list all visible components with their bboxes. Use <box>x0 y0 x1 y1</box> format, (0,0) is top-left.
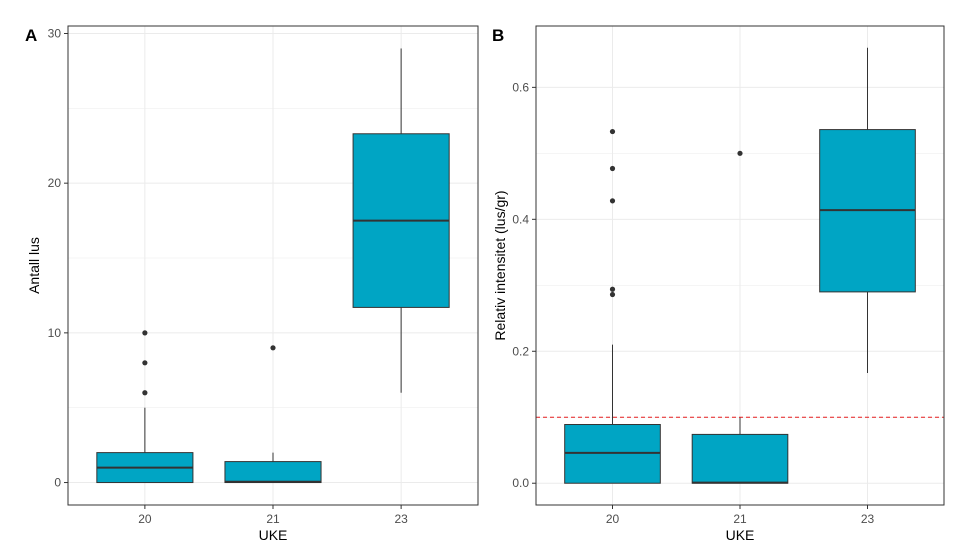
x-tick-label: 23 <box>394 512 408 526</box>
outlier-point <box>609 128 616 135</box>
box-iqr <box>224 461 322 484</box>
box-21 <box>691 150 789 484</box>
panel-label: B <box>492 26 504 45</box>
y-tick-label: 0 <box>54 476 61 490</box>
box-21 <box>224 345 322 484</box>
x-tick-label: 20 <box>138 512 152 526</box>
x-axis-title: UKE <box>726 527 755 543</box>
outlier-point <box>609 165 616 172</box>
box-23 <box>352 48 450 393</box>
box-20 <box>96 330 194 484</box>
y-tick-label: 0.6 <box>512 80 529 94</box>
x-tick-label: 21 <box>733 512 747 526</box>
outlier-point <box>609 291 616 298</box>
x-axis-title: UKE <box>259 527 288 543</box>
outlier-point <box>270 345 276 351</box>
panel-A: 0 10 20 30 20 21 23 UKE Antall lus A <box>25 25 479 543</box>
y-tick-label: 10 <box>48 326 62 340</box>
box-23 <box>819 47 916 374</box>
outlier-point <box>142 360 148 366</box>
x-tick-label: 23 <box>861 512 875 526</box>
box-iqr <box>691 433 789 484</box>
panel-label: A <box>25 26 37 45</box>
panel-B: 0.0 0.2 0.4 0.6 20 21 23 UKE Relativ intensitet … <box>492 25 945 543</box>
y-tick-label: 0.2 <box>512 344 529 358</box>
outlier-point <box>142 330 148 336</box>
y-axis-title: Antall lus <box>26 237 42 294</box>
y-axis-title: Relativ intensitet (lus/gr) <box>492 190 508 340</box>
y-tick-label: 0.0 <box>512 476 529 490</box>
y-tick-label: 0.4 <box>512 212 529 226</box>
y-tick-label: 30 <box>48 26 62 40</box>
outlier-point <box>142 390 148 396</box>
outlier-point <box>609 198 616 204</box>
box-20 <box>564 128 661 484</box>
outlier-point <box>737 150 743 156</box>
x-tick-label: 21 <box>266 512 280 526</box>
x-tick-label: 20 <box>606 512 620 526</box>
y-tick-label: 20 <box>48 176 62 190</box>
outlier-point <box>609 286 616 292</box>
